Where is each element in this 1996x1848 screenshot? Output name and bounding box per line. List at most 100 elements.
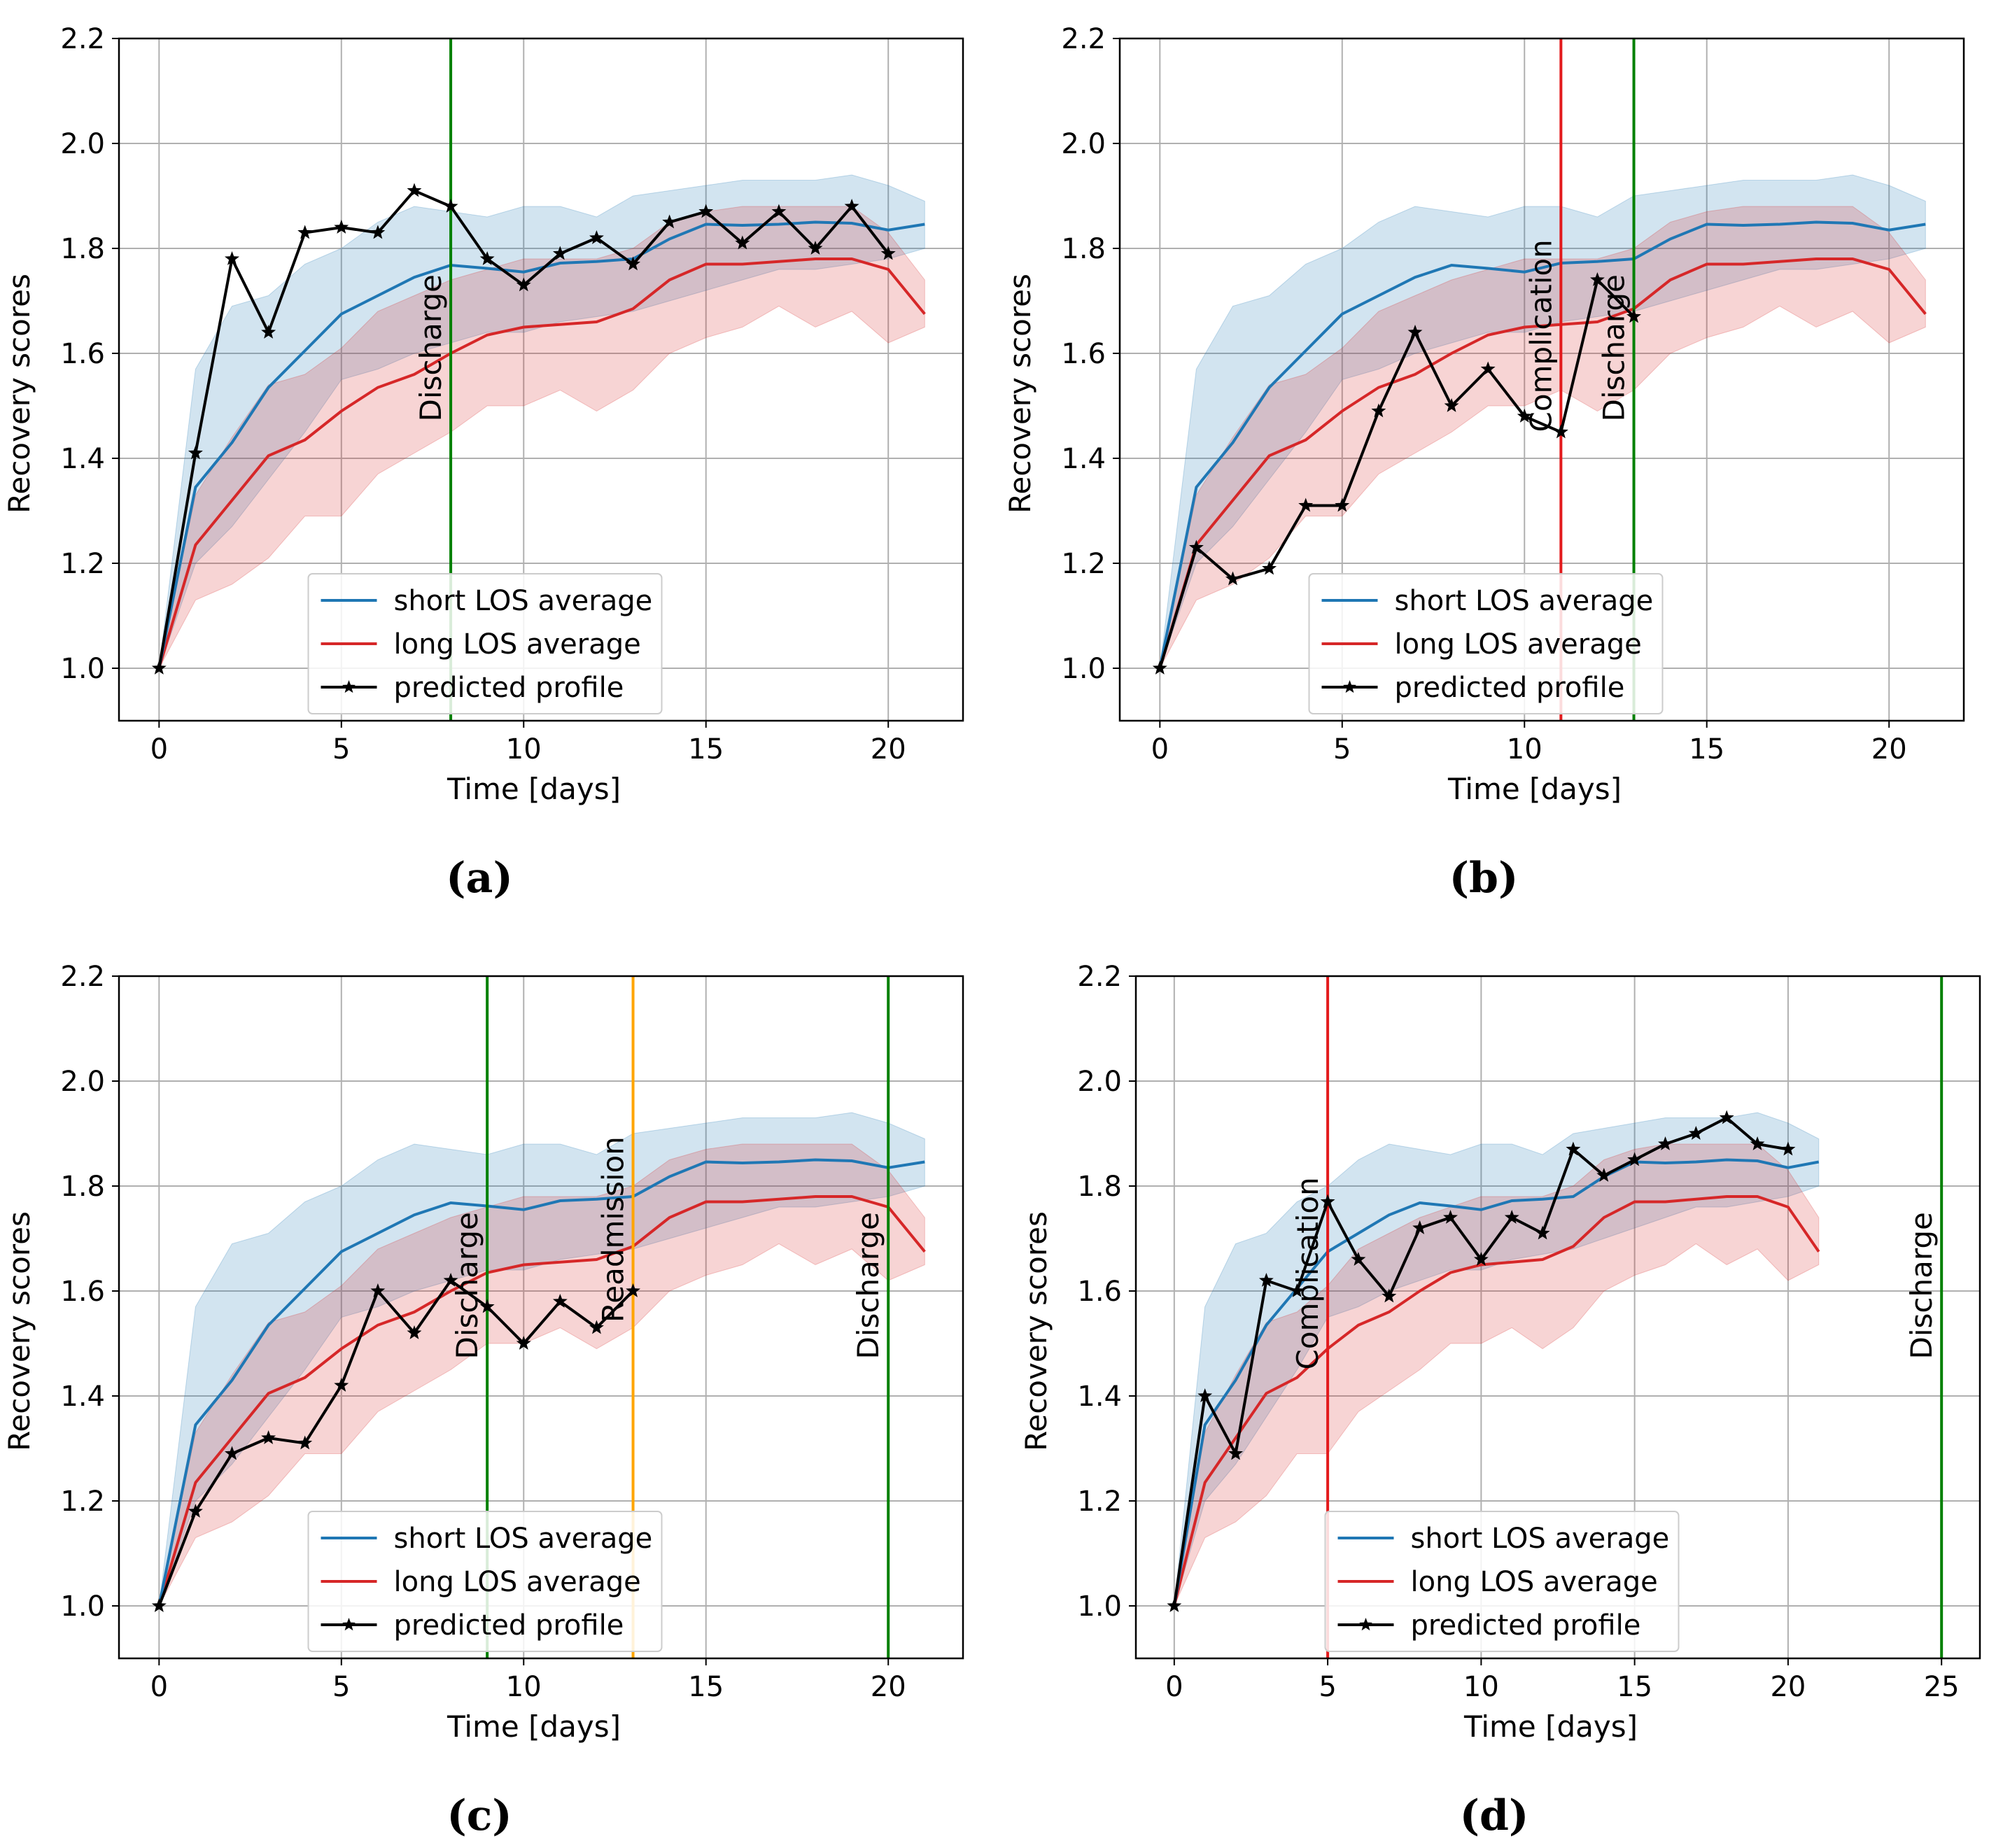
panel-a-caption: (a) <box>446 854 513 903</box>
predicted-point <box>297 1435 313 1450</box>
predicted-point <box>443 1273 458 1287</box>
predicted-point <box>1371 403 1386 418</box>
predicted-point <box>1517 409 1532 423</box>
plot-frame <box>1134 975 1981 1660</box>
y-tick-label: 1.6 <box>60 338 105 370</box>
y-tick-label: 1.8 <box>1077 1171 1122 1203</box>
predicted-point <box>370 225 386 239</box>
predicted-point <box>1407 325 1423 339</box>
long-los-average-line <box>1172 1195 1820 1607</box>
plot-frame <box>118 975 964 1660</box>
y-tick-label: 1.0 <box>60 1590 105 1623</box>
predicted-point <box>261 1430 276 1444</box>
predicted-point <box>334 220 349 234</box>
predicted-point <box>1590 272 1605 286</box>
y-tick-label: 2.2 <box>60 961 105 993</box>
legend-label-long: long LOS average <box>394 1566 641 1598</box>
x-tick-label: 10 <box>1463 1671 1499 1703</box>
predicted-point <box>1262 560 1277 575</box>
predicted-point <box>1535 1225 1550 1240</box>
legend-label-long: long LOS average <box>394 628 641 661</box>
predicted-point <box>662 214 677 229</box>
long-los-band <box>158 1143 925 1607</box>
predicted-point <box>1596 1168 1612 1182</box>
predicted-point <box>1320 1194 1335 1208</box>
panel-c: Discharge Readmission Discharge 0 5 10 15 20 1.0… <box>2 961 964 1744</box>
predicted-point <box>225 1446 239 1460</box>
predicted-point <box>552 246 568 260</box>
legend-label-short: short LOS average <box>394 585 653 617</box>
predicted-point <box>626 1283 640 1297</box>
long-los-band <box>158 206 925 669</box>
x-tick-label: 15 <box>688 733 724 766</box>
predicted-point <box>1553 424 1568 439</box>
predicted-point <box>1382 1288 1397 1303</box>
short-los-average-line <box>1158 220 1926 669</box>
predicted-point <box>225 251 239 265</box>
predicted-point <box>880 246 896 260</box>
y-tick-label: 1.6 <box>1061 338 1106 370</box>
legend-label-long: long LOS average <box>1411 1566 1658 1598</box>
predicted-point <box>1351 1252 1366 1266</box>
legend-label-predicted: predicted profile <box>394 672 624 704</box>
predicted-point <box>626 256 640 271</box>
y-tick-label: 2.0 <box>1077 1066 1122 1098</box>
event-label: Readmission <box>596 1136 631 1322</box>
event-label: Complication <box>1524 239 1558 432</box>
predicted-point <box>151 1598 167 1612</box>
event-label: Discharge <box>1904 1212 1939 1359</box>
predicted-point <box>188 445 203 460</box>
short-los-average-line <box>1172 1158 1820 1607</box>
event-label: Discharge <box>414 274 448 421</box>
predicted-point <box>1167 1598 1182 1612</box>
long-los-band <box>1174 1143 1820 1607</box>
y-axis-label: Recovery scores <box>1003 274 1037 514</box>
y-axis-label: Recovery scores <box>2 274 36 514</box>
predicted-point <box>1626 309 1641 323</box>
predicted-point <box>1504 1210 1519 1224</box>
y-tick-label: 1.6 <box>60 1276 105 1308</box>
predicted-point <box>735 235 750 250</box>
event-label: Discharge <box>1597 274 1631 421</box>
y-tick-label: 1.4 <box>60 443 105 475</box>
y-axis-label: Recovery scores <box>1019 1211 1053 1451</box>
predicted-point <box>1480 361 1496 376</box>
predicted-point <box>1258 1273 1274 1287</box>
x-tick-label: 5 <box>1333 733 1351 766</box>
x-tick-label: 20 <box>871 1671 906 1703</box>
predicted-point <box>1298 498 1314 512</box>
predicted-point <box>1335 498 1350 512</box>
y-tick-label: 1.0 <box>1061 653 1106 685</box>
x-tick-label: 10 <box>1507 733 1542 766</box>
long-los-average-line <box>157 258 926 669</box>
long-los-average-line <box>1158 258 1927 669</box>
panel-b: Complication Discharge 0 5 10 15 20 1.0 1.2 1.4 1.… <box>1003 23 1965 806</box>
legend-box <box>307 1511 663 1652</box>
event-label: Discharge <box>450 1212 484 1359</box>
legend-label-short: short LOS average <box>1411 1523 1670 1555</box>
predicted-point <box>443 199 458 213</box>
predicted-point <box>516 277 531 292</box>
plot-frame <box>1118 37 1965 722</box>
x-tick-label: 0 <box>150 733 168 766</box>
x-axis-label: Time [days] <box>447 1709 621 1744</box>
event-label: Complication <box>1291 1177 1325 1369</box>
event-label: Discharge <box>851 1212 885 1359</box>
predicted-point <box>1188 539 1204 554</box>
x-tick-label: 20 <box>1770 1671 1806 1703</box>
legend-marker <box>1359 1618 1372 1631</box>
predicted-point <box>261 325 276 339</box>
y-tick-label: 2.2 <box>60 23 105 55</box>
x-tick-label: 0 <box>1165 1671 1183 1703</box>
predicted-point <box>479 1299 495 1313</box>
predicted-point <box>1412 1220 1428 1234</box>
predicted-point <box>552 1294 568 1308</box>
y-tick-label: 1.8 <box>1061 233 1106 265</box>
legend-marker <box>342 1618 356 1631</box>
x-tick-label: 20 <box>871 733 906 766</box>
legend-marker <box>1343 680 1356 693</box>
y-tick-label: 1.4 <box>1061 443 1106 475</box>
predicted-point <box>1225 571 1240 586</box>
predicted-point <box>1197 1388 1213 1402</box>
